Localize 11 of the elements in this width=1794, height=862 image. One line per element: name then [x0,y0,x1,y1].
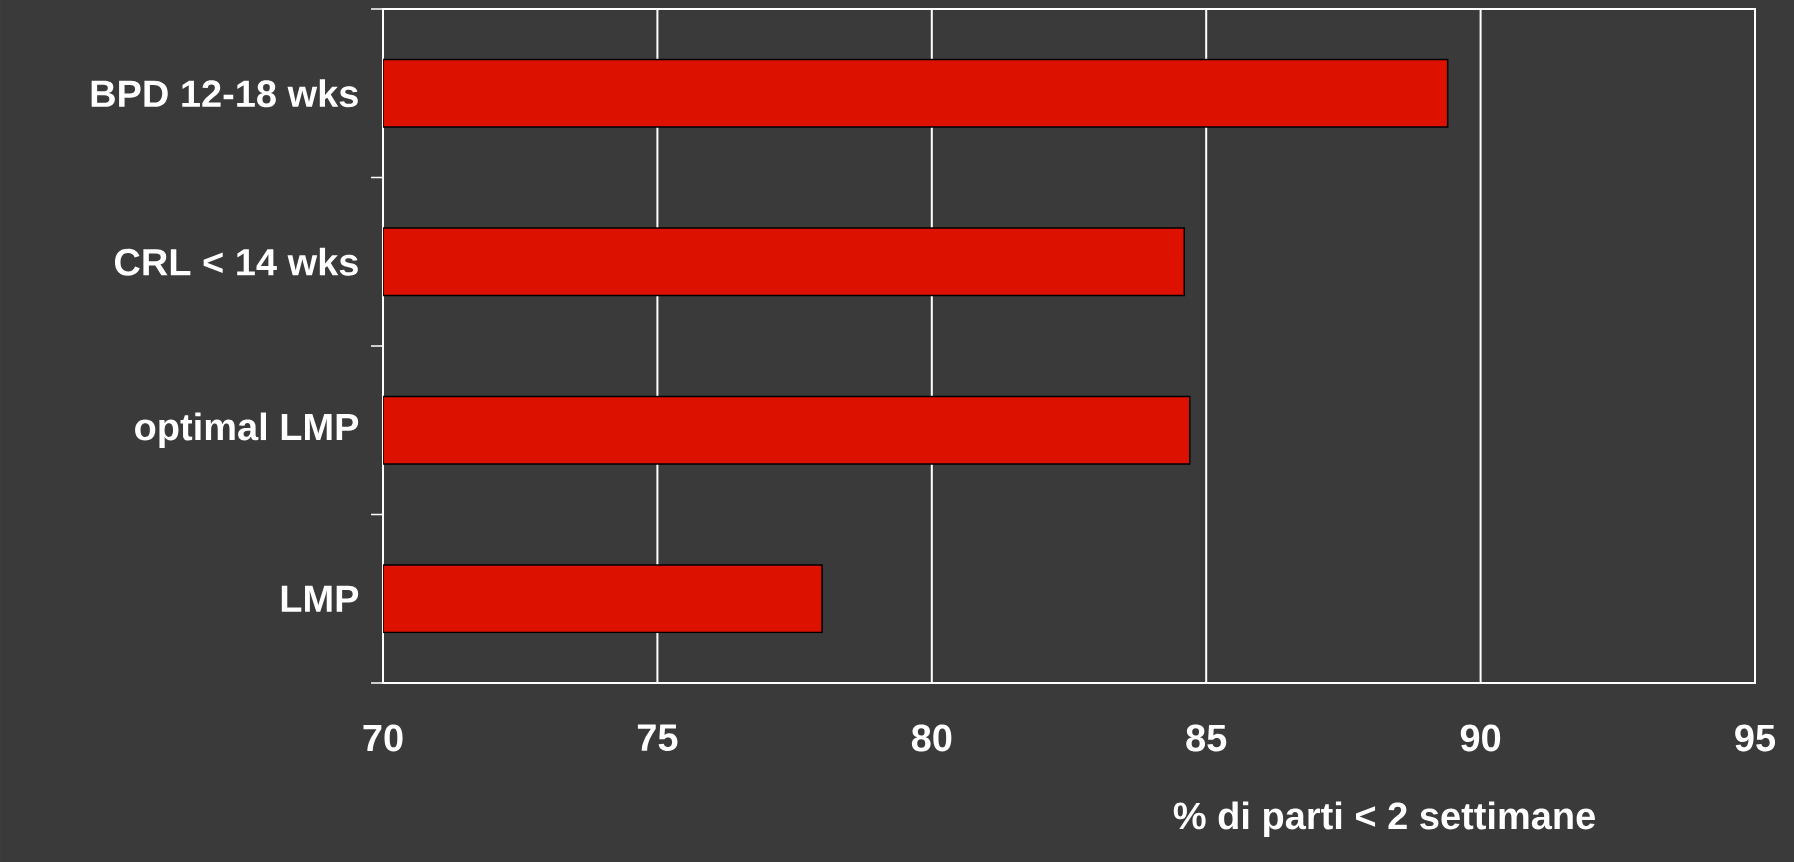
y-tick-label: optimal LMP [135,412,359,448]
x-axis-title: % di parti < 2 settimane [1173,801,1595,837]
x-tick-label: 85 [1186,724,1227,752]
y-tick-label: BPD 12-18 wks [91,79,358,108]
y-tick-label: LMP [281,585,359,612]
x-tick-label: 75 [637,724,678,752]
x-tick-label: 95 [1735,724,1776,752]
y-tick-label: CRL < 14 wks [114,247,358,276]
x-tick-label: 70 [363,724,403,752]
x-tick-label: 90 [1460,724,1501,752]
x-tick-label: 80 [911,724,952,752]
